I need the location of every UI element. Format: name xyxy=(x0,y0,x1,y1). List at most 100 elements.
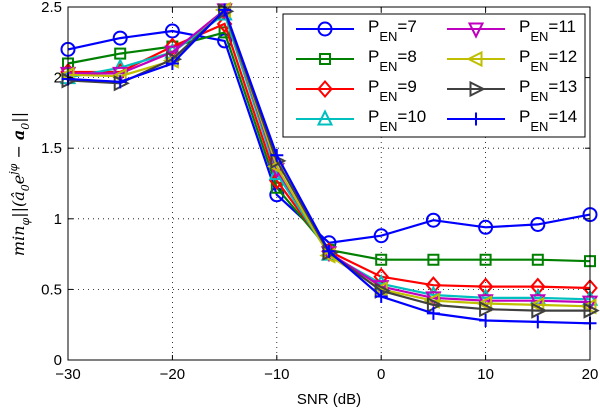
plus-marker xyxy=(270,148,284,162)
triangle-left-marker xyxy=(466,50,483,68)
legend-label: PEN=10 xyxy=(368,107,426,134)
y-tick-label: 0.5 xyxy=(41,281,62,298)
legend-item: PEN=11 xyxy=(447,17,576,44)
triangle-left-marker xyxy=(475,295,493,312)
legend-label-value: =11 xyxy=(548,17,576,36)
y-label-min-sub: φ xyxy=(19,218,32,226)
plus-marker xyxy=(322,244,336,258)
x-tick-label: 10 xyxy=(477,366,494,383)
legend-label-value: =13 xyxy=(548,77,577,96)
legend: PEN=7PEN=8PEN=9PEN=10PEN=11PEN=12PEN=13P… xyxy=(282,13,586,138)
triangle-up-marker xyxy=(316,109,334,126)
legend-label: PEN=7 xyxy=(368,17,417,44)
legend-label-value: =14 xyxy=(548,107,577,126)
y-label-end: || xyxy=(9,112,28,123)
square-marker xyxy=(427,253,440,266)
triangle-left-marker xyxy=(528,296,545,314)
square-marker xyxy=(479,253,492,266)
triangle-up-marker xyxy=(529,288,546,305)
legend-label-p: P xyxy=(368,47,379,66)
circle-marker xyxy=(425,212,441,228)
legend-label: PEN=13 xyxy=(519,77,577,104)
plus-marker xyxy=(374,289,388,303)
legend-item: PEN=8 xyxy=(296,47,417,74)
ticks: −30 −20 −10 0 10 20 0 0.5 1 1.5 2 2.5 xyxy=(41,0,598,383)
circle-marker xyxy=(373,228,389,244)
legend-label-value: =9 xyxy=(397,77,416,96)
circle-marker xyxy=(530,216,546,232)
y-label-a2: a xyxy=(9,130,28,140)
x-axis-label: SNR (dB) xyxy=(297,391,361,408)
plus-marker xyxy=(469,112,483,126)
plus-marker xyxy=(218,3,232,17)
legend-label-p: P xyxy=(519,17,530,36)
plus-marker xyxy=(426,306,440,320)
y-tick-label: 0 xyxy=(54,352,62,369)
legend-label-sub: EN xyxy=(379,89,397,104)
legend-label: PEN=11 xyxy=(519,17,576,44)
legend-box xyxy=(282,13,586,138)
legend-label: PEN=14 xyxy=(519,107,577,134)
legend-label-sub: EN xyxy=(530,29,548,44)
y-label-a-sub: 0 xyxy=(19,184,32,191)
diamond-marker xyxy=(317,79,333,99)
legend-label-sub: EN xyxy=(379,119,397,134)
y-label-e: e xyxy=(9,175,28,184)
y-axis-label: minφ||(â0ejφ − a0|| xyxy=(7,112,32,256)
legend-item: PEN=7 xyxy=(296,17,417,44)
legend-label-value: =12 xyxy=(548,47,577,66)
legend-label-p: P xyxy=(368,17,379,36)
legend-label-p: P xyxy=(368,77,379,96)
legend-label-value: =7 xyxy=(397,17,416,36)
legend-label-p: P xyxy=(368,107,379,126)
legend-label: PEN=8 xyxy=(368,47,417,74)
y-label-body: ||(â xyxy=(9,191,28,218)
y-label-min: min xyxy=(9,226,28,257)
y-label-minus: − xyxy=(9,140,28,164)
legend-item: PEN=14 xyxy=(447,107,577,134)
circle-marker xyxy=(164,23,180,39)
x-tick-label: −30 xyxy=(55,366,80,383)
plus-marker xyxy=(165,56,179,70)
triangle-right-marker xyxy=(479,301,496,318)
series-group xyxy=(58,1,600,330)
x-tick-label: 0 xyxy=(377,366,385,383)
diamond-marker xyxy=(529,277,546,296)
legend-label-p: P xyxy=(519,107,530,126)
legend-label-value: =8 xyxy=(397,47,416,66)
circle-marker xyxy=(317,21,333,37)
triangle-down-marker xyxy=(467,22,485,39)
legend-label-sub: EN xyxy=(530,59,548,74)
circle-marker xyxy=(478,219,494,235)
triangle-right-marker xyxy=(469,80,486,98)
legend-item: PEN=10 xyxy=(296,107,426,134)
y-label-exp: jφ xyxy=(7,163,20,177)
plus-marker xyxy=(479,313,493,327)
legend-label: PEN=12 xyxy=(519,47,577,74)
y-tick-label: 2.5 xyxy=(41,0,62,16)
triangle-right-marker xyxy=(583,302,600,319)
legend-label-p: P xyxy=(519,77,530,96)
legend-label-sub: EN xyxy=(379,29,397,44)
triangle-right-marker xyxy=(531,302,548,319)
legend-label-sub: EN xyxy=(530,89,548,104)
y-tick-label: 1.5 xyxy=(41,140,62,157)
legend-item: PEN=9 xyxy=(296,77,417,104)
square-marker xyxy=(319,53,331,65)
plus-marker xyxy=(531,315,545,329)
plus-marker xyxy=(113,75,127,89)
legend-label-value: =10 xyxy=(397,107,426,126)
legend-item: PEN=13 xyxy=(447,77,577,104)
square-marker xyxy=(531,253,544,266)
y-tick-label: 2 xyxy=(54,70,62,87)
circle-marker xyxy=(112,30,128,46)
legend-label: PEN=9 xyxy=(368,77,417,104)
legend-item: PEN=12 xyxy=(447,47,577,74)
legend-label-p: P xyxy=(519,47,530,66)
y-tick-label: 1 xyxy=(54,211,62,228)
legend-label-sub: EN xyxy=(530,119,548,134)
y-label-a2-sub: 0 xyxy=(19,123,32,130)
plot-frame xyxy=(67,6,591,361)
x-tick-label: 20 xyxy=(582,366,599,383)
